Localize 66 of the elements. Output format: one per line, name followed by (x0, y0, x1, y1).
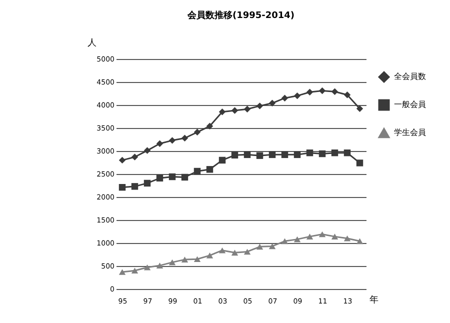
point (218, 247, 226, 254)
point (144, 180, 151, 187)
point (256, 244, 264, 250)
point (331, 88, 338, 96)
point (356, 160, 364, 166)
point (244, 248, 251, 255)
point (268, 243, 276, 250)
point (144, 147, 151, 154)
point (131, 183, 138, 190)
point (306, 149, 314, 156)
point (231, 107, 238, 114)
point (318, 150, 326, 158)
point (118, 156, 126, 164)
point (294, 151, 301, 158)
point (268, 100, 276, 107)
point (306, 88, 314, 96)
point (281, 238, 288, 244)
legend-label: 一般会員 (394, 100, 426, 109)
point (206, 252, 214, 258)
point (294, 92, 301, 100)
point (156, 262, 164, 268)
point (268, 151, 276, 158)
point (244, 106, 251, 112)
point (318, 231, 326, 238)
point (256, 102, 264, 110)
point (118, 269, 126, 275)
point (356, 105, 364, 112)
point (318, 87, 326, 94)
legend-label: 学生会員 (394, 128, 426, 137)
point (344, 235, 351, 242)
point (281, 151, 288, 158)
point (306, 234, 314, 240)
point (131, 154, 138, 160)
point (194, 128, 201, 136)
point (118, 184, 126, 191)
point (168, 259, 176, 266)
point (156, 174, 164, 182)
point (194, 168, 201, 175)
point (131, 268, 138, 274)
point (344, 92, 351, 98)
point (194, 256, 201, 262)
point (168, 173, 176, 180)
point (168, 137, 176, 144)
point (281, 94, 288, 102)
point (256, 152, 264, 159)
point (181, 134, 188, 142)
point (344, 149, 351, 156)
point (144, 264, 151, 270)
point (294, 236, 301, 242)
point (356, 238, 364, 244)
point (231, 250, 238, 256)
chart-title: 会員数推移(1995-2014) (186, 10, 295, 21)
point (331, 234, 338, 240)
point (244, 151, 251, 158)
x-axis-title: 年 (370, 294, 378, 306)
y-axis-title: 人 (88, 38, 96, 48)
point (181, 174, 188, 181)
point (206, 166, 214, 173)
point (156, 140, 164, 147)
point (218, 156, 226, 164)
point (206, 122, 214, 130)
point (331, 149, 338, 156)
point (181, 256, 188, 262)
legend-label: 全会員数 (394, 72, 426, 81)
point (231, 152, 238, 158)
point (218, 108, 226, 116)
